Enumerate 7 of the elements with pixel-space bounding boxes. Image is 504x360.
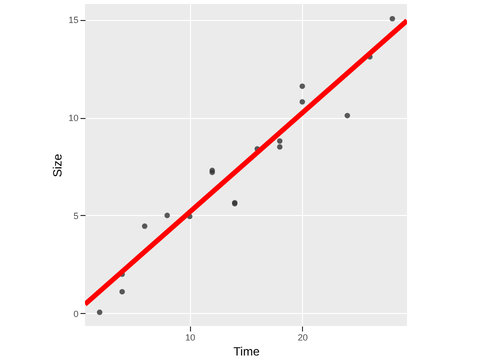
- x-axis-title: Time: [233, 344, 260, 358]
- y-axis-title: Size: [50, 154, 64, 178]
- y-tick-label: 15: [68, 15, 78, 26]
- y-tick-label: 10: [68, 113, 78, 124]
- y-tick-label: 0: [73, 308, 78, 319]
- y-tick-label: 5: [73, 210, 78, 221]
- x-tick-label: 20: [298, 332, 308, 342]
